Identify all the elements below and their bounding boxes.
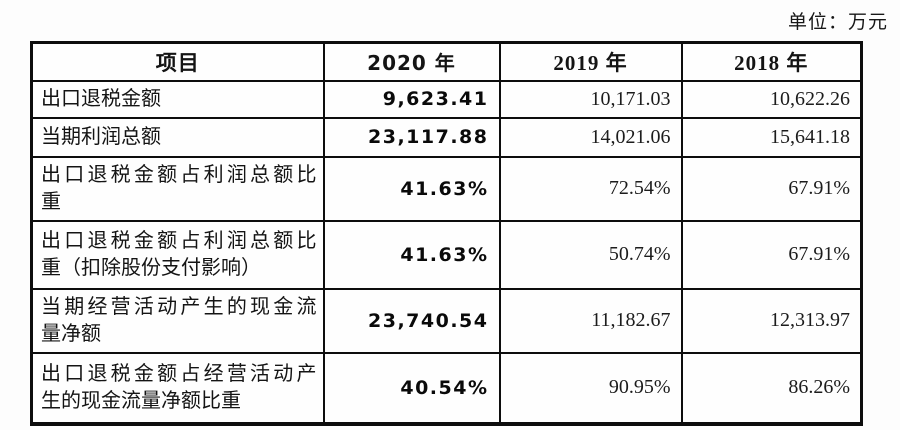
row-label: 出口退税金额占经营活动产 生的现金流量净额比重 (30, 351, 325, 425)
unit-label: 单位：万元 (787, 12, 888, 33)
table-row: 出口退税金额占利润总额比重 41.63% 72.54% 67.91% (30, 155, 863, 222)
row-label-line: 量净额 (41, 322, 101, 345)
row-label: 出口退税金额占利润总额比 重（扣除股份支付影响） (30, 219, 325, 290)
row-label-line: 生的现金流量净额比重 (41, 389, 241, 412)
value-cell-2018: 67.91% (680, 155, 863, 222)
row-label: 出口退税金额占利润总额比重 (30, 155, 325, 222)
value-cell-2018: 15,641.18 (680, 116, 863, 158)
header-cell-year-2018: 2018 年 (680, 41, 863, 82)
value-cell-2020: 9,623.41 (322, 79, 501, 119)
value-cell-2019: 90.95% (498, 351, 683, 425)
table-row: 当期利润总额 23,117.88 14,021.06 15,641.18 (30, 116, 863, 158)
table-row: 当期经营活动产生的现金流 量净额 23,740.54 11,182.67 12,313.… (30, 287, 863, 354)
table-row: 出口退税金额占利润总额比 重（扣除股份支付影响） 41.63% 50.74% 67.91… (30, 219, 863, 290)
value-cell-2019: 10,171.03 (498, 79, 683, 119)
header-cell-year-2020: 2020 年 (322, 41, 501, 82)
value-cell-2019: 72.54% (498, 155, 683, 222)
value-cell-2019: 11,182.67 (498, 287, 683, 354)
table-header: 项目 2020 年 2019 年 2018 年 (30, 41, 863, 82)
value-cell-2020: 23,740.54 (322, 287, 501, 354)
value-cell-2019: 14,021.06 (498, 116, 683, 158)
row-label-line: 重（扣除股份支付影响） (41, 256, 261, 279)
row-label-line: 出口退税金额占经营活动产 (41, 362, 317, 385)
row-label-line: 出口退税金额占利润总额比 (41, 229, 317, 252)
row-label: 出口退税金额 (30, 79, 325, 119)
row-label: 当期利润总额 (30, 116, 325, 158)
value-cell-2020: 41.63% (322, 155, 501, 222)
financial-table: 项目 2020 年 2019 年 2018 年 出口退税金额 9,623.41 10,17… (30, 41, 863, 426)
value-cell-2018: 10,622.26 (680, 79, 863, 119)
row-label-line: 出口退税金额占利润总额比 (41, 163, 317, 186)
row-label: 当期经营活动产生的现金流 量净额 (30, 287, 325, 354)
header-cell-year-2019: 2019 年 (498, 41, 683, 82)
header-row: 项目 2020 年 2019 年 2018 年 (30, 41, 863, 82)
value-cell-2018: 12,313.97 (680, 287, 863, 354)
table-row: 出口退税金额 9,623.41 10,171.03 10,622.26 (30, 79, 863, 119)
row-label-line: 重 (41, 190, 61, 213)
value-cell-2019: 50.74% (498, 219, 683, 290)
table-body: 出口退税金额 9,623.41 10,171.03 10,622.26 当期利润总额 23… (30, 79, 863, 425)
value-cell-2020: 23,117.88 (322, 116, 501, 158)
row-label-line: 出口退税金额 (41, 87, 161, 110)
header-cell-item: 项目 (30, 41, 325, 82)
row-label-line: 当期利润总额 (41, 125, 161, 148)
row-label-line: 当期经营活动产生的现金流 (41, 295, 317, 318)
value-cell-2018: 86.26% (680, 351, 863, 425)
value-cell-2018: 67.91% (680, 219, 863, 290)
value-cell-2020: 40.54% (322, 351, 501, 425)
table-row: 出口退税金额占经营活动产 生的现金流量净额比重 40.54% 90.95% 86.26% (30, 351, 863, 425)
value-cell-2020: 41.63% (322, 219, 501, 290)
